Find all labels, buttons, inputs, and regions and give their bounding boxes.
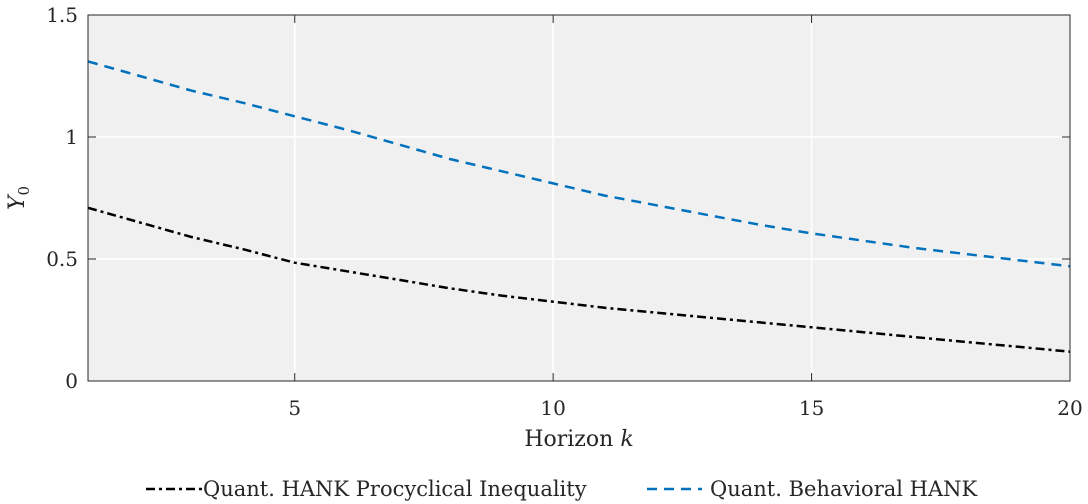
y-axis-label-subscript: 0	[15, 186, 33, 196]
y-tick-label: 1	[65, 125, 78, 149]
y-tick-labels: 0 0.5 1 1.5	[46, 3, 78, 393]
plot-area	[88, 15, 1070, 381]
legend-label-behavioral: Quant. Behavioral HANK	[710, 477, 978, 501]
x-tick-label: 15	[799, 396, 824, 420]
x-tick-label: 5	[288, 396, 301, 420]
x-axis-label-text: Horizon	[524, 427, 613, 452]
x-axis-label: Horizon k	[524, 427, 633, 452]
y-tick-label: 1.5	[46, 3, 78, 27]
series-lines	[87, 60, 1071, 353]
legend-label-procyclical: Quant. HANK Procyclical Inequality	[203, 477, 587, 501]
legend: Quant. HANK Procyclical Inequality Quant…	[146, 477, 978, 501]
series-line-0	[87, 206, 1071, 353]
y-tick-label: 0	[65, 369, 78, 393]
y-axis-label: Y0	[5, 186, 33, 210]
tick-marks	[88, 14, 1071, 382]
plot-frame	[87, 14, 1071, 382]
x-tick-label: 10	[540, 396, 565, 420]
y-axis-label-var: Y	[5, 193, 30, 210]
y-tick-label: 0.5	[46, 247, 78, 271]
x-tick-labels: 5 10 15 20	[288, 396, 1082, 420]
x-tick-label: 20	[1057, 396, 1082, 420]
x-axis-label-var: k	[620, 427, 633, 452]
series-line-1	[87, 60, 1071, 268]
